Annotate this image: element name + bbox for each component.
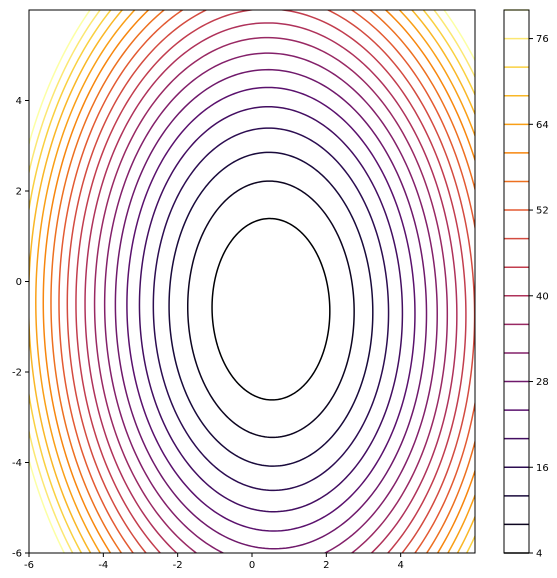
x-axis: -6 -4 -2 0 2 4: [24, 553, 404, 571]
y-tick-label: -6: [12, 549, 22, 560]
contour-line-20: [138, 105, 404, 513]
y-tick-label: 0: [16, 277, 22, 288]
contour-line-44: [75, 10, 467, 553]
contour-line-60: [42, 10, 475, 553]
x-tick-label: 2: [323, 560, 329, 571]
contour-line-52: [58, 10, 475, 553]
colorbar-tick-label: 16: [536, 463, 549, 474]
x-tick-label: -6: [24, 560, 34, 571]
contour-line-28: [114, 68, 428, 550]
x-tick-label: -4: [98, 560, 108, 571]
y-tick-label: -2: [12, 368, 22, 379]
contour-line-16: [152, 127, 390, 492]
contour-line-36: [93, 36, 449, 553]
x-tick-label: -2: [173, 560, 183, 571]
contour-line-56: [50, 10, 475, 553]
contour-line-4: [211, 217, 331, 401]
x-tick-label: 4: [397, 560, 403, 571]
y-tick-label: 4: [16, 96, 22, 107]
contour-line-32: [103, 52, 438, 553]
colorbar-tick-label: 4: [536, 549, 542, 560]
contour-line-24: [126, 86, 416, 532]
colorbar-tick-label: 76: [536, 34, 549, 45]
colorbar-tick-label: 40: [536, 291, 549, 302]
y-tick-label: -4: [12, 458, 22, 469]
colorbar: 4 16 28 40 52 64 76: [503, 9, 549, 560]
y-axis: -6 -4 -2 0 2 4: [12, 96, 29, 560]
colorbar-tick-label: 64: [536, 120, 549, 131]
y-tick-label: 2: [16, 187, 22, 198]
contour-lines: [29, 10, 475, 553]
contour-line-12: [168, 151, 374, 467]
colorbar-frame: [503, 9, 530, 554]
contour-line-40: [84, 22, 458, 553]
contour-line-8: [186, 180, 355, 439]
colorbar-tick-label: 52: [536, 206, 549, 217]
contour-line-48: [66, 10, 475, 553]
contour-line-64: [35, 10, 475, 553]
x-tick-label: 0: [249, 560, 255, 571]
colorbar-tick-label: 28: [536, 377, 549, 388]
